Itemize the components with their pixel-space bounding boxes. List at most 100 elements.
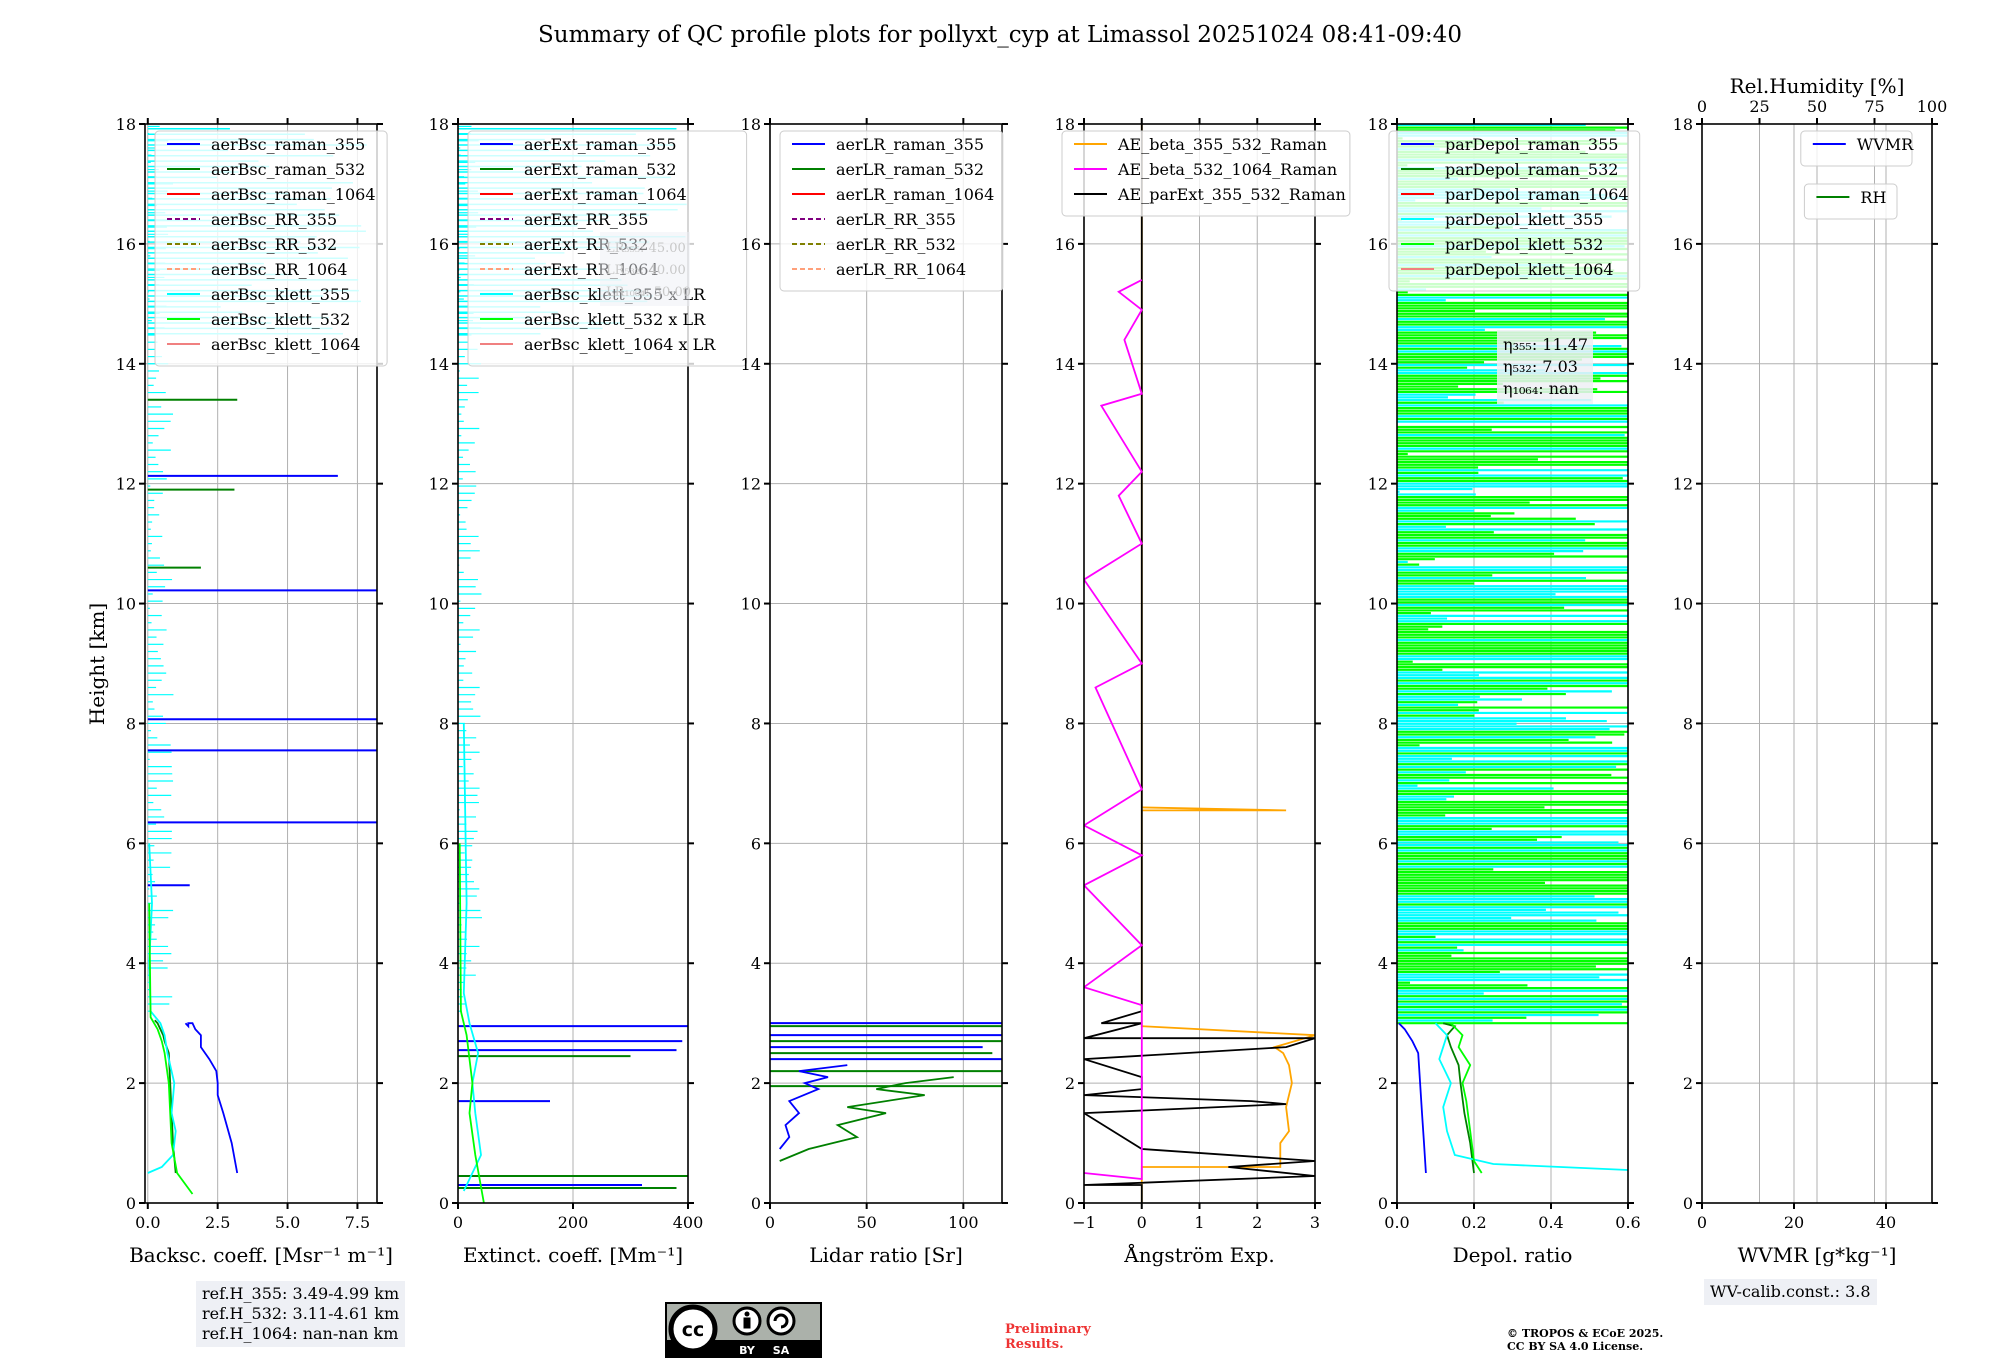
legend-2: RH [1803, 183, 1898, 220]
y-tick-label: 18 [1673, 115, 1693, 134]
legend: WVMR [1800, 130, 1914, 167]
x-tick-label: 100 [948, 1213, 979, 1232]
x-axis-label: Extinct. coeff. [Mm⁻¹] [463, 1243, 683, 1267]
cc-icon [668, 1304, 718, 1354]
legend-entry-label: RH [1860, 188, 1886, 207]
top-x-tick-label: 100 [1917, 97, 1948, 116]
x-axis-label: Backsc. coeff. [Msr⁻¹ m⁻¹] [129, 1243, 393, 1267]
legend: AE_beta_355_532_Raman AE_beta_532_1064_Ra… [1061, 130, 1351, 217]
legend-entry-label: AE_beta_355_532_Raman [1117, 135, 1327, 154]
x-tick-label: 0 [765, 1213, 775, 1232]
y-tick-label: 10 [741, 595, 761, 614]
panel-3: 0 2 4 6 8 10 12 14 16 18 0 50 100 Lidar ratio [Sr] aer… [741, 115, 1008, 1267]
annotation-line: LR₃₅₅: 45.00 [606, 241, 686, 256]
legend-entry-label: parDepol_raman_355 [1445, 135, 1618, 154]
legend-entry-label: parDepol_raman_532 [1445, 160, 1618, 179]
legend-entry-label: aerBsc_RR_1064 [211, 260, 347, 279]
cc-by-sa-badge: cc BY SA [665, 1302, 822, 1358]
y-tick-label: 18 [1368, 115, 1388, 134]
y-tick-label: 4 [439, 954, 449, 973]
legend-entry-label: aerBsc_klett_355 [211, 285, 350, 304]
y-tick-label: 6 [1378, 834, 1388, 853]
y-tick-label: 12 [116, 475, 136, 494]
series-parDepol_klett_355 [1434, 1022, 1628, 1171]
y-tick-label: 14 [429, 355, 449, 374]
x-tick-label: 0.2 [1461, 1213, 1486, 1232]
x-tick-label: 0.4 [1538, 1213, 1563, 1232]
y-tick-label: 12 [429, 475, 449, 494]
y-tick-label: 12 [1055, 475, 1075, 494]
y-tick-label: 6 [126, 834, 136, 853]
share-alike-icon [766, 1306, 796, 1336]
x-tick-label: 0.0 [135, 1213, 160, 1232]
wv-calibration-box: WV-calib.const.: 3.8 [1704, 1279, 1877, 1305]
y-tick-label: 12 [1673, 475, 1693, 494]
attribution-head [744, 1311, 750, 1317]
y-tick-label: 14 [741, 355, 761, 374]
series-parDepol_klett_532 [1450, 1022, 1483, 1174]
legend-entry-label: parDepol_klett_355 [1445, 210, 1603, 229]
series-aerLR_raman_355 [778, 1064, 848, 1150]
y-tick-label: 2 [751, 1074, 761, 1093]
sa-label: SA [773, 1344, 790, 1357]
annotation-box: η₃₅₅: 11.47 η₅₃₂: 7.03 η₁₀₆₄: nan [1497, 330, 1593, 404]
x-tick-label: 2 [1252, 1213, 1262, 1232]
series-AE_beta_532_1064_Raman [1084, 279, 1144, 1180]
wv-calib-const: WV-calib.const.: 3.8 [1710, 1282, 1871, 1301]
cc-text: cc [682, 1319, 705, 1341]
legend-frame [154, 130, 388, 367]
legend-entry-label: parDepol_raman_1064 [1445, 185, 1629, 204]
copyright-notice: © TROPOS & ECoE 2025. CC BY SA 4.0 Licen… [1507, 1327, 1663, 1353]
x-tick-label: 3 [1310, 1213, 1320, 1232]
legend-entry-label: parDepol_klett_532 [1445, 235, 1603, 254]
x-tick-label: 0.6 [1615, 1213, 1640, 1232]
copyright-line-1: © TROPOS & ECoE 2025. [1507, 1327, 1664, 1340]
legend-entry-label: aerExt_raman_1064 [524, 185, 687, 204]
x-tick-label: 2.5 [205, 1213, 230, 1232]
series-parDepol_raman_532 [1442, 1022, 1475, 1174]
annotation-line: η₅₃₂: 7.03 [1503, 357, 1578, 376]
y-tick-label: 12 [1368, 475, 1388, 494]
y-tick-label: 14 [1368, 355, 1388, 374]
preliminary-line-1: Preliminary [1005, 1322, 1091, 1337]
y-tick-label: 2 [1683, 1074, 1693, 1093]
attribution-body [743, 1317, 751, 1329]
x-axis-label: Lidar ratio [Sr] [809, 1243, 963, 1267]
legend-entry-label: aerBsc_klett_1064 x LR [524, 335, 716, 354]
y-tick-label: 0 [439, 1194, 449, 1213]
legend-entry-label: AE_parExt_355_532_Raman [1117, 185, 1346, 204]
y-tick-label: 16 [116, 235, 136, 254]
legend-entry-label: aerBsc_klett_1064 [211, 335, 360, 354]
legend: aerBsc_raman_355 aerBsc_raman_532 aerBsc_r… [154, 130, 388, 367]
series-AE_beta_355_532_Raman [1140, 124, 1315, 1203]
top-x-tick-label: 50 [1807, 97, 1827, 116]
axes-frame [769, 123, 1003, 1204]
top-x-tick-label: 25 [1749, 97, 1769, 116]
y-tick-label: 16 [1055, 235, 1075, 254]
top-x-tick-label: 75 [1864, 97, 1884, 116]
y-tick-label: 14 [1673, 355, 1693, 374]
legend-entry-label: aerLR_RR_1064 [836, 260, 966, 279]
legend-entry-label: aerExt_RR_355 [524, 210, 648, 229]
annotation-box: LR₃₅₅: 45.00 LR₅₃₂: 40.00 LR₁₀₆₄: 50.00 [600, 232, 691, 306]
annotation-line: η₃₅₅: 11.47 [1503, 335, 1588, 354]
y-tick-label: 16 [1368, 235, 1388, 254]
series-aerBsc_klett_532 x LR [458, 843, 485, 1203]
y-tick-label: 6 [439, 834, 449, 853]
panel-2: 0 2 4 6 8 10 12 14 16 18 0 200 400 Extinct. coeff. [M… [429, 115, 748, 1267]
series-aerBsc_klett_355 x LR [462, 723, 482, 1192]
legend-entry-label: parDepol_klett_1064 [1445, 260, 1614, 279]
y-tick-label: 16 [741, 235, 761, 254]
legend: parDepol_raman_355 parDepol_raman_532 parD… [1388, 130, 1641, 292]
axes-frame [1396, 123, 1629, 1204]
y-tick-label: 8 [1065, 714, 1075, 733]
series-parDepol_raman_355 [1398, 1022, 1427, 1174]
y-tick-label: 8 [1683, 714, 1693, 733]
legend-frame [1388, 130, 1641, 292]
x-tick-label: 200 [558, 1213, 589, 1232]
preliminary-notice: Preliminary Results. [1005, 1322, 1091, 1352]
legend-entry-label: aerBsc_RR_532 [211, 235, 337, 254]
